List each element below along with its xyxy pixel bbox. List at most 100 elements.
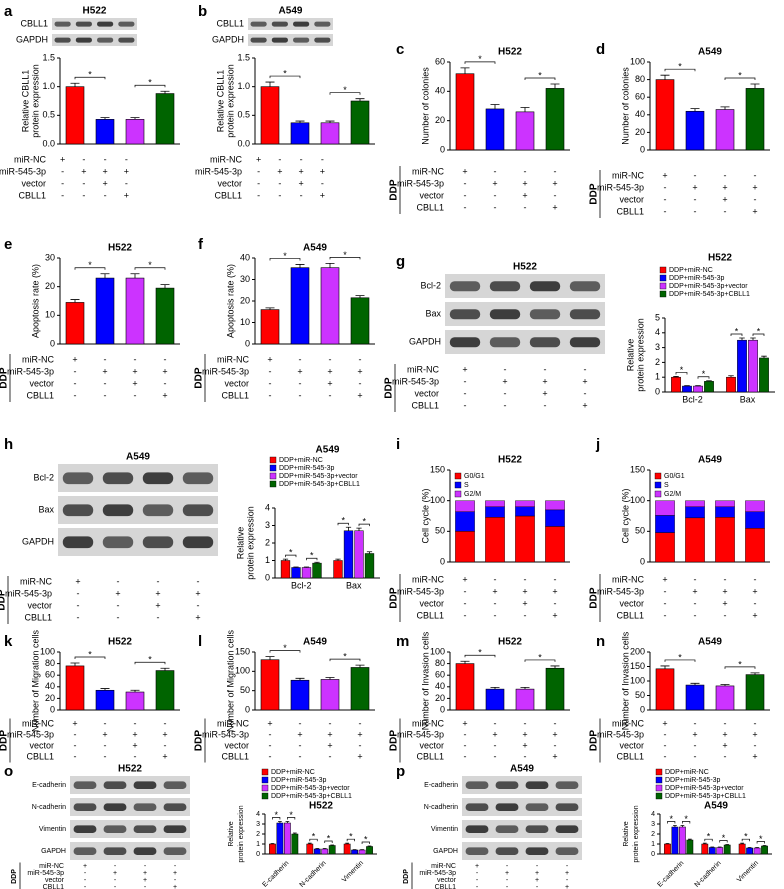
- condition-sign: -: [197, 600, 200, 610]
- condition-name: miR-545-3p: [397, 178, 444, 188]
- significance-bracket: [329, 257, 361, 260]
- blot-band: [495, 803, 519, 811]
- y-tick-label: 0: [245, 338, 250, 348]
- error-bar: [680, 825, 685, 827]
- condition-name: CBLL1: [616, 206, 644, 216]
- bar: [748, 339, 758, 393]
- condition-sign: -: [464, 598, 467, 608]
- condition-sign: -: [84, 877, 87, 884]
- condition-sign: +: [582, 376, 587, 386]
- error-bar: [265, 656, 275, 660]
- condition-sign: -: [114, 884, 117, 889]
- condition-name: vector: [619, 740, 644, 750]
- error-bar: [278, 821, 282, 823]
- error-bar: [293, 832, 297, 834]
- group-label: DDP: [194, 730, 205, 751]
- blot-band: [495, 847, 519, 855]
- condition-sign: +: [552, 586, 557, 596]
- condition-sign: +: [552, 751, 557, 761]
- condition-sign: -: [300, 154, 303, 164]
- condition-name: miR-545-3p: [5, 588, 52, 598]
- condition-sign: +: [115, 588, 120, 598]
- blot-band: [489, 337, 521, 348]
- condition-sign: +: [102, 729, 107, 739]
- bar: [155, 670, 175, 711]
- condition-sign: -: [464, 729, 467, 739]
- condition-sign: +: [692, 182, 697, 192]
- condition-sign: -: [536, 884, 539, 889]
- x-tick-label: N-cadherin: [299, 860, 328, 889]
- group-label: DDP: [0, 589, 8, 610]
- y-tick-label: 60: [435, 56, 445, 66]
- condition-sign: +: [256, 154, 261, 164]
- y-tick-label: 150: [630, 464, 645, 474]
- condition-name: vector: [21, 178, 46, 188]
- blot-band: [555, 803, 579, 811]
- significance-bracket: [269, 75, 301, 79]
- x-tick-label: Vimentin: [341, 860, 365, 884]
- blot-row-label: GAPDH: [409, 336, 441, 346]
- blot-band: [465, 803, 489, 811]
- error-bar: [325, 120, 335, 123]
- bar: [65, 302, 85, 345]
- blot-band: [271, 37, 288, 43]
- bar: [685, 684, 705, 711]
- blot-row-label: E-cadherin: [424, 782, 458, 789]
- blot-row-label: Bcl-2: [33, 472, 54, 482]
- y-axis-label: Cell cycle (%): [620, 488, 630, 543]
- condition-name: CBLL1: [26, 390, 54, 400]
- condition-sign: -: [724, 610, 727, 620]
- y-tick-label: 0: [655, 386, 660, 396]
- y-tick-label: 10: [45, 310, 55, 320]
- error-bar: [720, 106, 730, 110]
- condition-sign: -: [464, 610, 467, 620]
- condition-sign: +: [320, 166, 325, 176]
- significance-label: *: [680, 365, 684, 375]
- blot-band: [118, 37, 135, 43]
- error-bar: [762, 845, 767, 846]
- bar: [746, 847, 753, 855]
- y-axis-label: Number of Invasion cells: [420, 631, 430, 730]
- significance-bracket: [741, 838, 750, 842]
- condition-sign: +: [143, 870, 147, 877]
- y-axis-label: Relative: [625, 339, 635, 372]
- y-tick-label: 0: [50, 704, 55, 714]
- error-bar: [345, 842, 349, 844]
- bar: [260, 309, 280, 345]
- significance-label: *: [283, 68, 287, 78]
- blot-band: [102, 504, 134, 517]
- blot-band: [142, 504, 174, 517]
- x-tick-label: Bax: [346, 580, 362, 590]
- condition-sign: -: [494, 718, 497, 728]
- condition-name: miR-NC: [412, 166, 444, 176]
- bar: [715, 685, 735, 711]
- error-bar: [520, 107, 530, 112]
- bar-segment: [515, 506, 535, 517]
- bar-segment: [745, 511, 765, 529]
- legend-label: DDP+miR-545-3p: [665, 777, 721, 784]
- condition-sign: +: [752, 729, 757, 739]
- bar: [708, 847, 716, 855]
- condition-name: miR-545-3p: [195, 166, 242, 176]
- significance-label: *: [312, 832, 316, 842]
- legend-swatch: [659, 282, 667, 290]
- condition-sign: -: [464, 376, 467, 386]
- bar: [682, 385, 692, 393]
- y-tick-label: 20: [435, 693, 445, 703]
- condition-name: miR-NC: [612, 574, 644, 584]
- bar: [321, 848, 329, 855]
- blot-band: [495, 825, 519, 833]
- bar: [280, 560, 291, 579]
- y-tick-label: 0: [265, 572, 270, 582]
- significance-label: *: [283, 643, 287, 653]
- significance-label: *: [310, 551, 314, 561]
- significance-bracket: [664, 659, 696, 662]
- condition-sign: -: [125, 154, 128, 164]
- condition-sign: -: [299, 390, 302, 400]
- condition-sign: +: [505, 870, 509, 877]
- y-axis-label: Number of Migration cells: [225, 629, 235, 732]
- y-axis-label: protein expression: [238, 805, 245, 862]
- legend-label: DDP+miR-545-3p+vector: [665, 785, 744, 792]
- condition-sign: +: [552, 610, 557, 620]
- condition-sign: +: [297, 366, 302, 376]
